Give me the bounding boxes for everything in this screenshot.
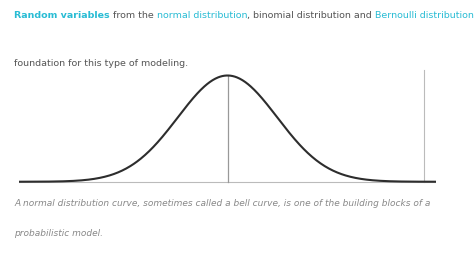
Text: foundation for this type of modeling.: foundation for this type of modeling. <box>14 59 188 68</box>
Text: Random variables: Random variables <box>14 11 110 20</box>
Text: A normal distribution curve, sometimes called a bell curve, is one of the buildi: A normal distribution curve, sometimes c… <box>14 198 430 207</box>
Text: probabilistic model.: probabilistic model. <box>14 228 103 237</box>
Text: Bernoulli distribution: Bernoulli distribution <box>375 11 474 20</box>
Text: from the: from the <box>110 11 156 20</box>
Text: normal distribution: normal distribution <box>156 11 247 20</box>
Text: , binomial distribution and: , binomial distribution and <box>247 11 375 20</box>
